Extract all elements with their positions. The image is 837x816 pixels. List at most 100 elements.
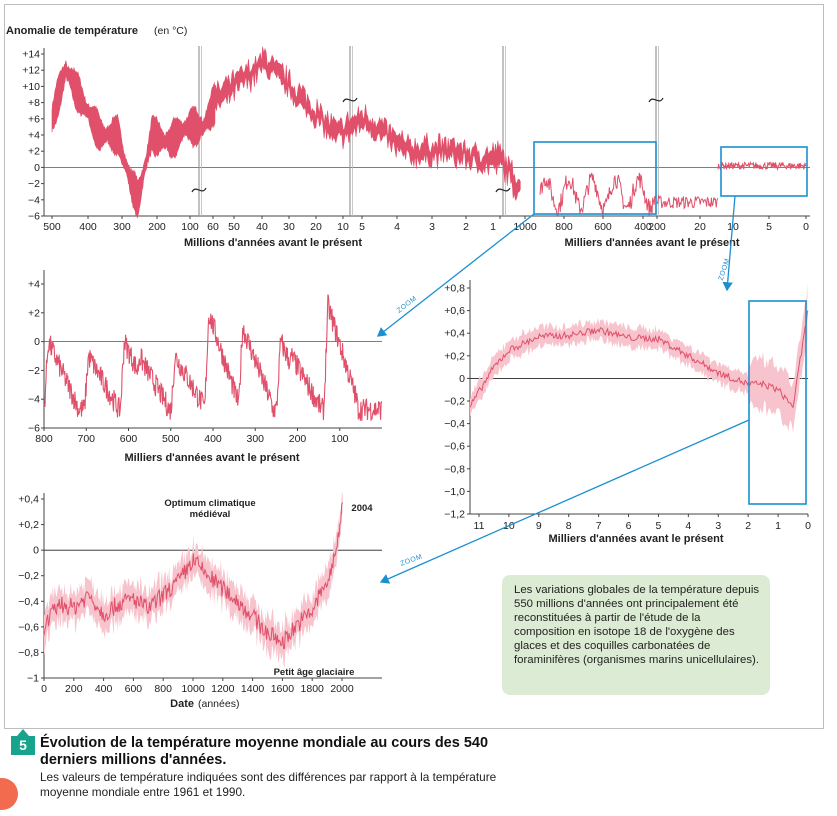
holocene-y-tick-label: +0,8 (444, 283, 465, 295)
overview-y-tick-label: +14 (22, 49, 40, 61)
millennia-y-tick-label: −0,6 (18, 621, 39, 633)
holocene-x-tick-label: 4 (685, 520, 691, 532)
overview-x-tick-label: 4 (394, 221, 400, 233)
overview-x-tick-label: 200 (148, 221, 166, 233)
overview-x-tick-label: 500 (43, 221, 61, 233)
glacial-y-tick-label: +4 (28, 279, 40, 291)
overview-break-symbol (191, 187, 207, 193)
overview-break-symbol (495, 187, 511, 193)
millennia-y-tick-label: +0,4 (18, 494, 39, 506)
overview-y-tick-label: +8 (28, 97, 40, 109)
overview-x-tick-label: 40 (256, 221, 268, 233)
holocene-x-label: Milliers d'années avant le présent (548, 533, 723, 545)
overview-x-tick-label: 100 (181, 221, 199, 233)
overview-break-symbol (342, 97, 358, 103)
annotation-medieval-optimum-1: Optimum climatique (164, 498, 255, 509)
holocene-series (469, 310, 809, 409)
millennia-y-tick-label: +0,2 (18, 519, 39, 531)
holocene-x-tick-label: 0 (805, 520, 811, 532)
holocene-x-tick-label: 6 (626, 520, 632, 532)
overview-y-tick-label: −6 (28, 211, 40, 223)
annotation-medieval-optimum-2: médiéval (190, 509, 231, 520)
figure-caption: Les valeurs de température indiquées son… (40, 770, 497, 799)
holocene-x-tick-label: 11 (474, 520, 485, 532)
holocene-x-tick-label: 8 (566, 520, 572, 532)
glacial-x-tick-label: 200 (289, 433, 307, 445)
overview-y-tick-label: +10 (22, 81, 40, 93)
overview-title: Anomalie de température (6, 25, 138, 37)
figure-title: Évolution de la température moyenne mond… (40, 735, 489, 768)
millennia-y-tick-label: −0,8 (18, 647, 39, 659)
millennia-x-tick-label: 1200 (211, 683, 235, 695)
overview-x-tick-label: 50 (228, 221, 240, 233)
millennia-x-label-unit: (années) (198, 698, 239, 710)
holocene-y-tick-label: −0,6 (444, 441, 465, 453)
millennia-x-tick-label: 2000 (330, 683, 354, 695)
holocene-y-tick-label: −0,4 (444, 418, 465, 430)
holocene-x-tick-label: 5 (656, 520, 662, 532)
overview-x-tick-label: 1 (490, 221, 496, 233)
holocene-y-tick-label: +0,2 (444, 350, 465, 362)
glacial-series (43, 294, 383, 421)
holocene-y-tick-label: 0 (459, 373, 465, 385)
overview-y-tick-label: +2 (28, 146, 40, 158)
millennia-x-tick-label: 1400 (241, 683, 265, 695)
zoom-arrow (379, 419, 750, 584)
zoom-box-12ka (720, 146, 808, 197)
overview-y-tick-label: +4 (28, 130, 40, 142)
glacial-y-tick-label: 0 (34, 336, 40, 348)
millennia-x-tick-label: 200 (65, 683, 83, 695)
overview-x-tick-label: 3 (429, 221, 435, 233)
millennia-x-tick-label: 800 (154, 683, 172, 695)
holocene-x-tick-label: 1 (775, 520, 781, 532)
overview-x-tick-label: 60 (207, 221, 219, 233)
glacial-x-tick-label: 300 (246, 433, 264, 445)
overview-x-tick-label: 5 (766, 221, 772, 233)
glacial-x-tick-label: 400 (204, 433, 222, 445)
annotation-2004: 2004 (351, 503, 373, 514)
millennia-x-tick-label: 400 (95, 683, 113, 695)
holocene-y-tick-label: −0,8 (444, 463, 465, 475)
zoom-arrow (376, 213, 535, 337)
overview-x-label-kyr: Milliers d'années avant le présent (564, 237, 739, 249)
info-box-text: Les variations globales de la températur… (514, 584, 760, 667)
overview-x-tick-label: 600 (594, 221, 612, 233)
millennia-x-tick-label: 600 (125, 683, 143, 695)
overview-x-tick-label: 30 (283, 221, 295, 233)
glacial-x-tick-label: 600 (120, 433, 138, 445)
overview-series-glacial (539, 172, 656, 217)
overview-x-tick-label: 20 (310, 221, 322, 233)
zoom-box-800ka (533, 141, 657, 215)
glacial-x-tick-label: 800 (35, 433, 53, 445)
glacial-x-tick-label: 100 (331, 433, 349, 445)
millennia-y-tick-label: −1 (27, 673, 39, 685)
overview-x-tick-label: 20 (694, 221, 706, 233)
overview-x-tick-label: 800 (555, 221, 573, 233)
overview-x-tick-label: 1000 (513, 221, 537, 233)
overview-x-tick-label: 10 (727, 221, 739, 233)
zoom-arrow (722, 195, 736, 292)
millennia-x-tick-label: 0 (41, 683, 47, 695)
figure-frame (4, 4, 824, 729)
overview-x-tick-label: 400 (79, 221, 97, 233)
overview-series-holocene (717, 160, 807, 172)
millennia-x-label: Date (170, 698, 194, 710)
millennia-x-tick-label: 1600 (271, 683, 295, 695)
holocene-x-tick-label: 9 (536, 520, 542, 532)
glacial-x-tick-label: 500 (162, 433, 180, 445)
overview-y-tick-label: −2 (28, 178, 40, 190)
millennia-y-tick-label: −0,4 (18, 596, 39, 608)
overview-x-tick-label: 2 (463, 221, 469, 233)
holocene-y-tick-label: +0,4 (444, 328, 465, 340)
figure-number-badge: 5 (11, 729, 35, 755)
overview-x-tick-label: 10 (337, 221, 349, 233)
overview-break-symbol (648, 97, 664, 103)
info-box: Les variations globales de la températur… (502, 575, 770, 695)
glacial-y-tick-label: −6 (28, 423, 40, 435)
glacial-y-tick-label: −4 (28, 394, 40, 406)
overview-x-tick-label: 400 (634, 221, 652, 233)
glacial-y-tick-label: −2 (28, 365, 40, 377)
millennia-x-tick-label: 1800 (301, 683, 325, 695)
overview-x-tick-label: 5 (359, 221, 365, 233)
